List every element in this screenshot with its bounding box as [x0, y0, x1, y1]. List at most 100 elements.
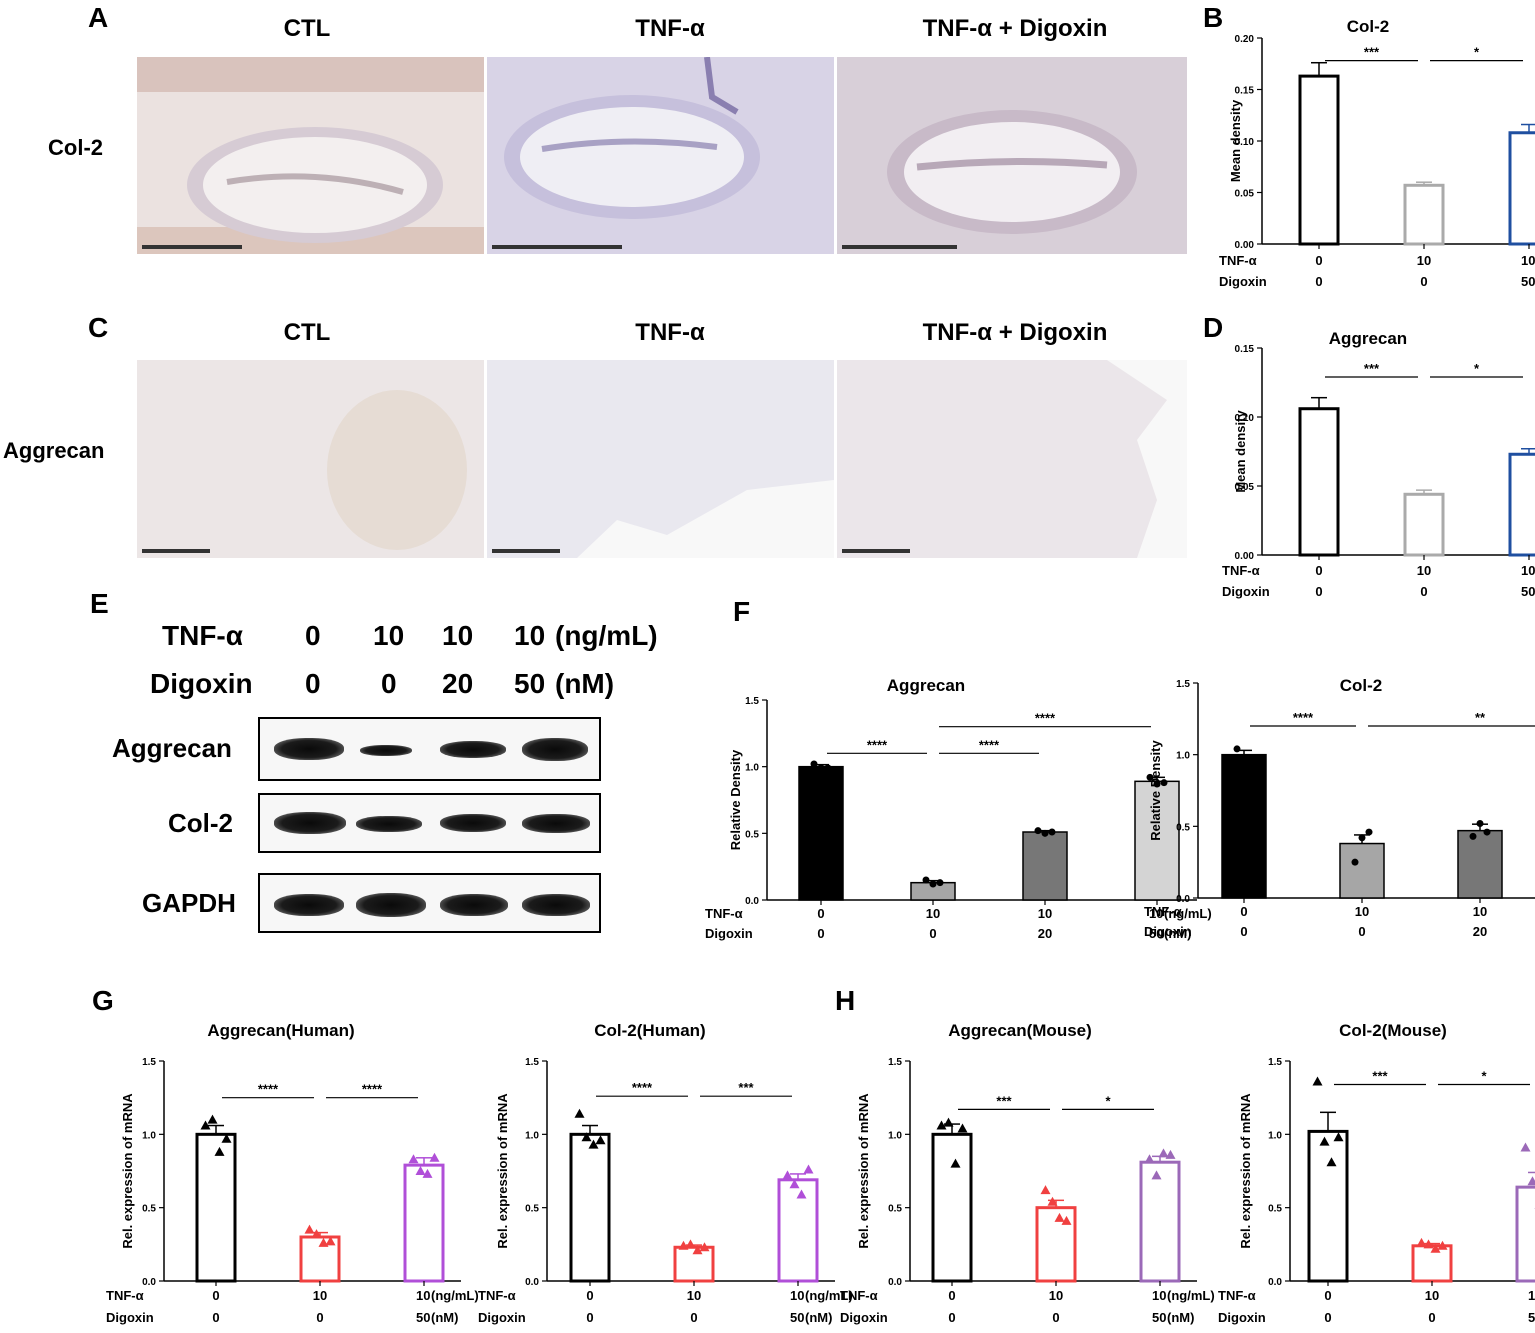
- data-point: [1054, 1212, 1065, 1222]
- data-point: [817, 764, 825, 772]
- wb-tnf-1: 10: [373, 620, 405, 651]
- x-row-value: 0: [1052, 1310, 1059, 1325]
- bar: [1221, 753, 1267, 899]
- x-row-value: 10: [790, 1288, 804, 1303]
- data-point: [1520, 1142, 1531, 1152]
- data-point: [325, 1236, 336, 1246]
- y-axis-label: Relative Density: [728, 749, 743, 850]
- bar: [798, 765, 844, 901]
- data-point: [692, 1245, 703, 1255]
- y-tick-label: 0.00: [1235, 240, 1255, 251]
- chart-title: Col-2: [1340, 676, 1383, 695]
- y-tick-label: 0.0: [525, 1277, 539, 1288]
- wb-band: [440, 741, 506, 758]
- wb-band: [440, 814, 506, 832]
- y-tick-label: 0.20: [1235, 34, 1255, 45]
- data-point: [429, 1152, 440, 1162]
- wb-band: [522, 814, 590, 833]
- y-tick-label: 1.0: [745, 763, 759, 774]
- x-row-value: 0: [586, 1310, 593, 1325]
- x-row-label: TNF-α: [1222, 563, 1260, 578]
- wb-band: [522, 738, 588, 761]
- panel-label-f: F: [733, 596, 751, 627]
- data-point: [304, 1224, 315, 1234]
- data-point: [810, 760, 818, 768]
- wb-digoxin-0: 0: [305, 668, 321, 699]
- x-row-value: 0: [1315, 253, 1322, 268]
- ihc-title-ctl: CTL: [283, 15, 331, 42]
- y-axis-label: Rel. expression of mRNA: [1238, 1093, 1253, 1249]
- data-point: [936, 1120, 947, 1130]
- bar: [569, 1132, 611, 1283]
- data-point: [957, 1123, 968, 1133]
- wb-band: [356, 893, 426, 917]
- x-row-label: TNF-α: [1219, 253, 1257, 268]
- wb-digoxin-1: 0: [381, 668, 397, 699]
- data-point: [1351, 858, 1359, 866]
- y-tick-label: 0.5: [525, 1204, 539, 1215]
- x-row-value: 0: [948, 1310, 955, 1325]
- data-point: [789, 1179, 800, 1189]
- chart-title: Aggrecan: [1329, 329, 1407, 348]
- wb-band-label-aggrecan: Aggrecan: [112, 733, 232, 763]
- wb-band: [440, 894, 508, 916]
- significance-label: ***: [1364, 361, 1380, 376]
- significance-label: **: [1475, 710, 1486, 725]
- x-row-value: 50: [1152, 1310, 1166, 1325]
- y-tick-label: 1.5: [745, 696, 759, 707]
- x-row-unit: (nM): [431, 1310, 458, 1325]
- data-point: [1233, 745, 1241, 753]
- y-tick-label: 0.5: [1176, 822, 1190, 833]
- chart-title: Aggrecan: [887, 676, 965, 695]
- bar: [1508, 131, 1535, 246]
- x-row-value: 10: [1473, 904, 1487, 919]
- wb-band: [360, 745, 412, 756]
- x-row-value: 50: [1149, 926, 1163, 941]
- data-point: [1483, 828, 1491, 836]
- panel-label-e: E: [90, 588, 109, 619]
- x-row-value: 0: [690, 1310, 697, 1325]
- y-tick-label: 0.00: [1235, 551, 1255, 562]
- x-row-value: 10: [1355, 904, 1369, 919]
- x-row-value: 0: [1324, 1288, 1331, 1303]
- significance-label: ***: [996, 1093, 1012, 1108]
- x-row-value: 10: [1425, 1288, 1439, 1303]
- chart-title: Col-2: [1347, 17, 1390, 36]
- y-axis-label: Rel. expression of mRNA: [856, 1093, 871, 1249]
- x-row-unit: (ng/mL): [431, 1288, 479, 1303]
- data-point: [824, 764, 832, 772]
- y-tick-label: 1.5: [888, 1057, 902, 1068]
- significance-label: ****: [867, 737, 888, 752]
- x-row-value: 20: [1038, 926, 1052, 941]
- wb-tnf-2: 10: [442, 620, 474, 651]
- y-tick-label: 0.0: [1268, 1277, 1282, 1288]
- y-tick-label: 1.5: [525, 1057, 539, 1068]
- wb-band: [274, 812, 346, 834]
- y-tick-label: 0.0: [142, 1277, 156, 1288]
- wb-digoxin-2: 20: [442, 668, 474, 699]
- significance-label: ***: [738, 1080, 754, 1095]
- panel-label-d: D: [1203, 312, 1224, 343]
- x-row-value: 50: [1528, 1310, 1535, 1325]
- data-point: [1240, 754, 1248, 762]
- x-row-label: TNF-α: [705, 906, 743, 921]
- y-tick-label: 0.05: [1235, 189, 1255, 200]
- data-point: [1527, 1176, 1535, 1186]
- x-row-value: 50: [1521, 584, 1535, 599]
- x-row-value: 0: [1315, 584, 1322, 599]
- ihc-image-aggrecan-ctl: [137, 360, 484, 558]
- y-tick-label: 0.5: [142, 1204, 156, 1215]
- wb-band: [356, 816, 422, 832]
- data-point: [311, 1229, 322, 1239]
- x-row-value: 0: [1240, 904, 1247, 919]
- y-tick-label: 1.0: [142, 1130, 156, 1141]
- x-row-value: 10: [1521, 253, 1535, 268]
- x-row-label: Digoxin: [106, 1310, 154, 1325]
- y-tick-label: 0.5: [888, 1204, 902, 1215]
- wb-band: [274, 894, 344, 916]
- y-tick-label: 1.5: [1176, 679, 1190, 690]
- x-row-value: 0: [1420, 584, 1427, 599]
